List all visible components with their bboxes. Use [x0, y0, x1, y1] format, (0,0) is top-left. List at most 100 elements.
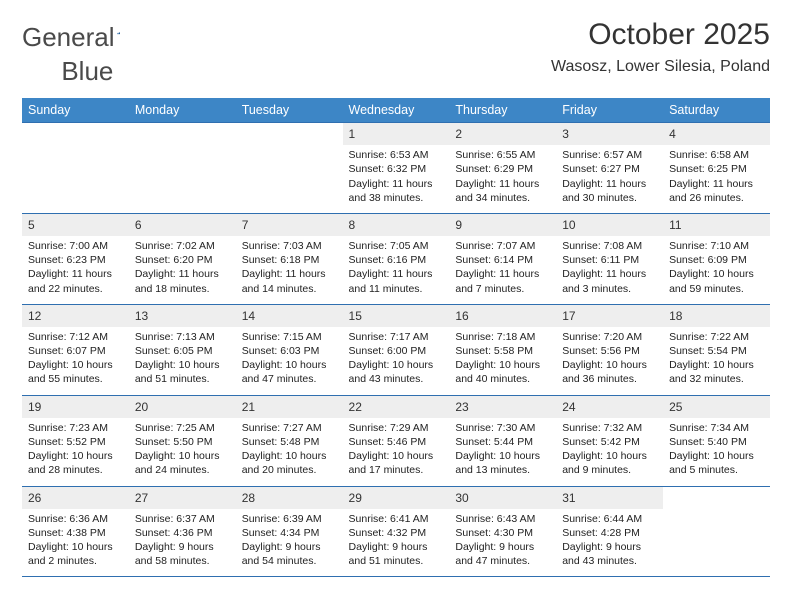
- sunrise-text: Sunrise: 6:43 AM: [455, 512, 550, 526]
- day-detail-cell: Sunrise: 7:32 AMSunset: 5:42 PMDaylight:…: [556, 418, 663, 486]
- sunrise-text: Sunrise: 7:03 AM: [242, 239, 337, 253]
- sunset-text: Sunset: 6:07 PM: [28, 344, 123, 358]
- daylight-text: Daylight: 10 hours and 24 minutes.: [135, 449, 230, 477]
- sunrise-text: Sunrise: 7:07 AM: [455, 239, 550, 253]
- sunrise-text: Sunrise: 7:15 AM: [242, 330, 337, 344]
- sunset-text: Sunset: 6:05 PM: [135, 344, 230, 358]
- sunset-text: Sunset: 6:16 PM: [349, 253, 444, 267]
- day-number: 2: [455, 127, 462, 141]
- sunset-text: Sunset: 5:56 PM: [562, 344, 657, 358]
- daylight-text: Daylight: 10 hours and 51 minutes.: [135, 358, 230, 386]
- day-number: 23: [455, 400, 468, 414]
- day-number: 10: [562, 218, 575, 232]
- day-number: 28: [242, 491, 255, 505]
- sunrise-text: Sunrise: 7:02 AM: [135, 239, 230, 253]
- day-detail-cell: Sunrise: 7:07 AMSunset: 6:14 PMDaylight:…: [449, 236, 556, 304]
- day-detail-cell: Sunrise: 7:18 AMSunset: 5:58 PMDaylight:…: [449, 327, 556, 395]
- daylight-text: Daylight: 9 hours and 58 minutes.: [135, 540, 230, 568]
- day-detail-cell: Sunrise: 7:10 AMSunset: 6:09 PMDaylight:…: [663, 236, 770, 304]
- daylight-text: Daylight: 11 hours and 22 minutes.: [28, 267, 123, 295]
- day-number-cell: 2: [449, 123, 556, 146]
- sunset-text: Sunset: 5:40 PM: [669, 435, 764, 449]
- day-detail-cell: Sunrise: 7:34 AMSunset: 5:40 PMDaylight:…: [663, 418, 770, 486]
- month-title: October 2025: [551, 18, 770, 52]
- day-detail-cell: Sunrise: 6:44 AMSunset: 4:28 PMDaylight:…: [556, 509, 663, 577]
- day-number-cell: 14: [236, 304, 343, 327]
- sunset-text: Sunset: 6:18 PM: [242, 253, 337, 267]
- day-number-cell: [663, 486, 770, 509]
- day-detail-cell: Sunrise: 7:23 AMSunset: 5:52 PMDaylight:…: [22, 418, 129, 486]
- day-number: 11: [669, 218, 681, 232]
- sunset-text: Sunset: 4:30 PM: [455, 526, 550, 540]
- sunset-text: Sunset: 5:42 PM: [562, 435, 657, 449]
- day-detail-cell: Sunrise: 6:37 AMSunset: 4:36 PMDaylight:…: [129, 509, 236, 577]
- sunrise-text: Sunrise: 7:05 AM: [349, 239, 444, 253]
- day-detail-cell: Sunrise: 7:25 AMSunset: 5:50 PMDaylight:…: [129, 418, 236, 486]
- day-detail-cell: Sunrise: 7:29 AMSunset: 5:46 PMDaylight:…: [343, 418, 450, 486]
- day-number: 8: [349, 218, 356, 232]
- day-number: 16: [455, 309, 468, 323]
- day-number: 5: [28, 218, 35, 232]
- sunrise-text: Sunrise: 7:12 AM: [28, 330, 123, 344]
- daylight-text: Daylight: 9 hours and 47 minutes.: [455, 540, 550, 568]
- location: Wasosz, Lower Silesia, Poland: [551, 58, 770, 76]
- day-number-cell: 24: [556, 395, 663, 418]
- daylight-text: Daylight: 10 hours and 13 minutes.: [455, 449, 550, 477]
- day-number-cell: 27: [129, 486, 236, 509]
- detail-row: Sunrise: 6:36 AMSunset: 4:38 PMDaylight:…: [22, 509, 770, 577]
- sunset-text: Sunset: 5:44 PM: [455, 435, 550, 449]
- sunrise-text: Sunrise: 7:00 AM: [28, 239, 123, 253]
- day-number-cell: [22, 123, 129, 146]
- day-header: Monday: [129, 98, 236, 123]
- daylight-text: Daylight: 10 hours and 9 minutes.: [562, 449, 657, 477]
- day-detail-cell: Sunrise: 7:02 AMSunset: 6:20 PMDaylight:…: [129, 236, 236, 304]
- daylight-text: Daylight: 10 hours and 28 minutes.: [28, 449, 123, 477]
- day-number-cell: 25: [663, 395, 770, 418]
- sunset-text: Sunset: 4:38 PM: [28, 526, 123, 540]
- day-number: 30: [455, 491, 468, 505]
- day-header: Sunday: [22, 98, 129, 123]
- sunrise-text: Sunrise: 7:29 AM: [349, 421, 444, 435]
- detail-row: Sunrise: 6:53 AMSunset: 6:32 PMDaylight:…: [22, 145, 770, 213]
- day-number: 14: [242, 309, 255, 323]
- daynum-row: 567891011: [22, 213, 770, 236]
- day-detail-cell: Sunrise: 6:36 AMSunset: 4:38 PMDaylight:…: [22, 509, 129, 577]
- day-number-cell: 26: [22, 486, 129, 509]
- day-number-cell: 15: [343, 304, 450, 327]
- daylight-text: Daylight: 11 hours and 30 minutes.: [562, 177, 657, 205]
- sunrise-text: Sunrise: 7:34 AM: [669, 421, 764, 435]
- day-detail-cell: Sunrise: 6:57 AMSunset: 6:27 PMDaylight:…: [556, 145, 663, 213]
- sunrise-text: Sunrise: 7:27 AM: [242, 421, 337, 435]
- brand-word1: General: [22, 24, 115, 50]
- day-detail-cell: [663, 509, 770, 577]
- sunrise-text: Sunrise: 7:25 AM: [135, 421, 230, 435]
- day-number-cell: 30: [449, 486, 556, 509]
- daylight-text: Daylight: 10 hours and 36 minutes.: [562, 358, 657, 386]
- day-detail-cell: Sunrise: 7:15 AMSunset: 6:03 PMDaylight:…: [236, 327, 343, 395]
- daylight-text: Daylight: 10 hours and 17 minutes.: [349, 449, 444, 477]
- sunrise-text: Sunrise: 6:41 AM: [349, 512, 444, 526]
- daynum-row: 19202122232425: [22, 395, 770, 418]
- daylight-text: Daylight: 9 hours and 43 minutes.: [562, 540, 657, 568]
- sunset-text: Sunset: 6:29 PM: [455, 162, 550, 176]
- calendar-body: 1234Sunrise: 6:53 AMSunset: 6:32 PMDayli…: [22, 123, 770, 577]
- day-number: 18: [669, 309, 682, 323]
- sunset-text: Sunset: 6:14 PM: [455, 253, 550, 267]
- daylight-text: Daylight: 11 hours and 11 minutes.: [349, 267, 444, 295]
- daylight-text: Daylight: 10 hours and 55 minutes.: [28, 358, 123, 386]
- sunset-text: Sunset: 4:36 PM: [135, 526, 230, 540]
- sunrise-text: Sunrise: 7:23 AM: [28, 421, 123, 435]
- sunrise-text: Sunrise: 6:37 AM: [135, 512, 230, 526]
- title-block: October 2025 Wasosz, Lower Silesia, Pola…: [551, 18, 770, 76]
- sunrise-text: Sunrise: 7:18 AM: [455, 330, 550, 344]
- day-number: 25: [669, 400, 682, 414]
- sunset-text: Sunset: 5:50 PM: [135, 435, 230, 449]
- day-number-cell: 7: [236, 213, 343, 236]
- day-header: Tuesday: [236, 98, 343, 123]
- day-detail-cell: Sunrise: 7:08 AMSunset: 6:11 PMDaylight:…: [556, 236, 663, 304]
- page: General October 2025 Wasosz, Lower Siles…: [0, 0, 792, 612]
- day-detail-cell: Sunrise: 6:39 AMSunset: 4:34 PMDaylight:…: [236, 509, 343, 577]
- day-number: 24: [562, 400, 575, 414]
- day-number-cell: 3: [556, 123, 663, 146]
- sunrise-text: Sunrise: 7:08 AM: [562, 239, 657, 253]
